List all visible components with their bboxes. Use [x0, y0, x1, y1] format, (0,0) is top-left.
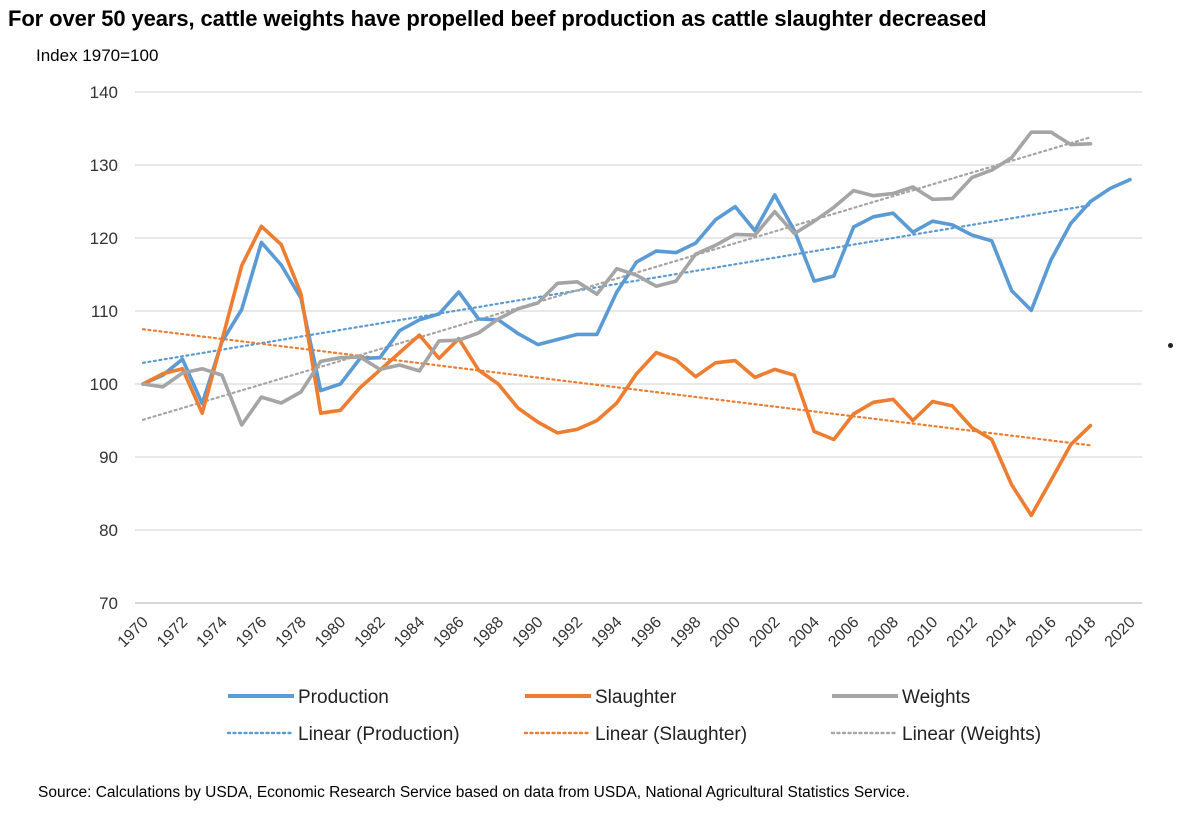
trendline-linear-production	[141, 204, 1092, 364]
series-line-slaughter	[141, 224, 1093, 518]
x-tick-label: 1998	[667, 614, 704, 651]
y-tick-label: 100	[90, 375, 118, 394]
x-tick-label: 1992	[549, 614, 586, 651]
x-tick-label: 2020	[1102, 614, 1139, 651]
trendline-linear-weights	[141, 136, 1092, 421]
x-tick-label: 2018	[1062, 614, 1099, 651]
y-tick-label: 90	[99, 448, 118, 467]
x-tick-label: 2016	[1023, 614, 1060, 651]
legend-label-slaughter: Slaughter	[595, 687, 677, 708]
x-tick-label: 1996	[628, 614, 665, 651]
y-axis-ticks: 70 80 90 100 110 120 130 140	[90, 83, 118, 613]
chart-title: For over 50 years, cattle weights have p…	[8, 6, 987, 31]
series-lines	[141, 130, 1132, 518]
trendlines	[141, 136, 1092, 447]
x-tick-label: 1988	[470, 614, 507, 651]
chart-subtitle: Index 1970=100	[36, 46, 159, 65]
legend-label-trend: Linear (Production)	[298, 724, 460, 745]
series-line-weights	[141, 130, 1093, 427]
x-tick-label: 1982	[352, 614, 389, 651]
y-tick-label: 70	[99, 594, 118, 613]
x-tick-label: 1994	[588, 614, 625, 651]
x-tick-label: 1976	[233, 614, 270, 651]
source-note: Source: Calculations by USDA, Economic R…	[38, 784, 910, 801]
x-tick-label: 1974	[194, 614, 231, 651]
y-tick-label: 120	[90, 229, 118, 248]
trendline-linear-slaughter	[141, 328, 1092, 447]
x-tick-label: 2000	[707, 614, 744, 651]
x-tick-label: 2002	[746, 614, 783, 651]
legend-label-production: Production	[298, 687, 389, 708]
y-tick-label: 110	[91, 302, 118, 321]
y-tick-label: 80	[99, 521, 118, 540]
y-tick-label: 130	[90, 156, 118, 175]
x-tick-label: 1980	[312, 614, 349, 651]
x-tick-label: 2004	[786, 614, 823, 651]
x-tick-label: 1970	[115, 614, 152, 651]
legend-label-weights: Weights	[902, 687, 970, 708]
x-tick-label: 2012	[944, 614, 981, 651]
x-tick-label: 1984	[391, 614, 428, 651]
x-tick-label: 1972	[154, 614, 191, 651]
x-tick-label: 1978	[273, 614, 310, 651]
x-axis-ticks: 1970 1972 1974 1976 1978 1980 1982 1984 1986 1988…	[115, 614, 1139, 651]
x-tick-label: 2006	[825, 614, 862, 651]
x-tick-label: 1986	[430, 614, 467, 651]
legend-label-trend: Linear (Slaughter)	[595, 724, 747, 745]
legend: Production Slaughter Weights Linear (Produc…	[226, 687, 1041, 745]
x-tick-label: 2008	[865, 614, 902, 651]
x-tick-label: 2014	[983, 614, 1020, 651]
stray-dot-mark	[1168, 343, 1173, 348]
series-line-production	[141, 177, 1132, 406]
x-tick-label: 2010	[904, 614, 941, 651]
x-tick-label: 1990	[509, 614, 546, 651]
y-tick-label: 140	[90, 83, 118, 102]
legend-label-trend: Linear (Weights)	[902, 724, 1041, 745]
